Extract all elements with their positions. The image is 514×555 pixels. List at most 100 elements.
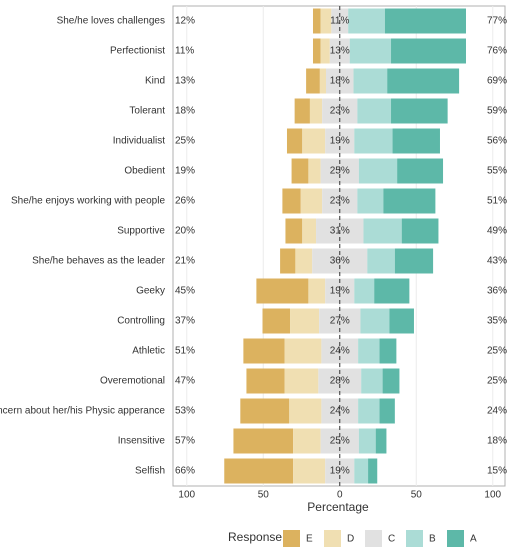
bar-segment: [379, 398, 395, 424]
category-label: Tolerant: [129, 106, 165, 117]
bar-segment: [320, 8, 332, 34]
bar-segment: [243, 338, 285, 364]
center-label: 19%: [330, 286, 350, 297]
left-label: 37%: [175, 316, 195, 327]
center-label: 24%: [330, 406, 350, 417]
right-label: 24%: [487, 406, 507, 417]
bar-segment: [284, 368, 319, 394]
left-label: 13%: [175, 76, 195, 87]
right-label: 18%: [487, 436, 507, 447]
x-tick-label: 50: [258, 490, 270, 501]
legend-title: Response: [228, 530, 282, 544]
left-label: 26%: [175, 196, 195, 207]
bar-segment: [302, 218, 317, 244]
bar-segment: [348, 8, 385, 34]
bar-segment: [294, 98, 310, 124]
bar-segment: [357, 188, 384, 214]
center-label: 18%: [330, 76, 350, 87]
right-label: 25%: [487, 346, 507, 357]
bar-segment: [367, 248, 395, 274]
right-label: 43%: [487, 256, 507, 267]
bar-segment: [394, 248, 434, 274]
bar-segment: [262, 308, 291, 334]
left-label: 12%: [175, 16, 195, 27]
category-label: She/he enjoys working with people: [11, 196, 165, 207]
right-label: 59%: [487, 106, 507, 117]
right-label: 15%: [487, 466, 507, 477]
category-label: Concern about her/his Physic apperance: [0, 406, 165, 417]
bar-segment: [354, 278, 375, 304]
category-label: Geeky: [136, 286, 165, 297]
bar-segment: [246, 368, 285, 394]
right-label: 35%: [487, 316, 507, 327]
left-label: 19%: [175, 166, 195, 177]
bar-segment: [285, 218, 303, 244]
bar-segment: [391, 98, 448, 124]
bar-segment: [391, 38, 466, 64]
bar-segment: [280, 248, 296, 274]
bar-segment: [354, 128, 393, 154]
bar-segment: [389, 308, 414, 334]
left-label: 45%: [175, 286, 195, 297]
bar-segment: [308, 158, 321, 184]
bar-segment: [295, 248, 313, 274]
x-tick-label: 100: [484, 490, 501, 501]
left-label: 53%: [175, 406, 195, 417]
category-label: Insensitive: [118, 436, 166, 447]
center-label: 23%: [330, 196, 350, 207]
left-label: 21%: [175, 256, 195, 267]
right-label: 56%: [487, 136, 507, 147]
bar-segment: [312, 8, 321, 34]
bar-segment: [302, 128, 326, 154]
category-label: Kind: [145, 76, 165, 87]
category-label: Obedient: [124, 166, 165, 177]
legend-label: A: [470, 534, 477, 545]
category-label: Overemotional: [100, 376, 165, 387]
bar-segment: [375, 428, 387, 454]
bar-segment: [312, 38, 321, 64]
center-label: 28%: [330, 376, 350, 387]
bar-segment: [290, 308, 320, 334]
x-tick-label: 100: [178, 490, 195, 501]
left-label: 25%: [175, 136, 195, 147]
bar-segment: [284, 338, 322, 364]
bar-segment: [309, 98, 323, 124]
center-label: 25%: [330, 166, 350, 177]
legend-swatch: [447, 530, 464, 547]
bar-segment: [256, 278, 309, 304]
category-label: Athletic: [132, 346, 165, 357]
bar-segment: [392, 128, 440, 154]
bar-segment: [293, 458, 326, 484]
left-label: 11%: [175, 46, 194, 57]
bar-segment: [357, 98, 392, 124]
legend-swatch: [324, 530, 341, 547]
bar-segment: [358, 158, 398, 184]
bar-segment: [363, 218, 402, 244]
left-label: 57%: [175, 436, 195, 447]
legend-label: D: [347, 534, 354, 545]
right-label: 51%: [487, 196, 507, 207]
bar-segment: [293, 428, 321, 454]
category-label: Individualist: [113, 136, 165, 147]
bar-segment: [382, 368, 400, 394]
bar-segment: [319, 68, 326, 94]
category-label: Supportive: [117, 226, 165, 237]
left-label: 66%: [175, 466, 195, 477]
bar-segment: [224, 458, 294, 484]
category-label: Perfectionist: [110, 46, 165, 57]
legend-label: E: [306, 534, 313, 545]
right-label: 69%: [487, 76, 507, 87]
bar-segment: [401, 218, 439, 244]
x-tick-label: 50: [411, 490, 423, 501]
category-label: She/he loves challenges: [57, 16, 165, 27]
bar-segment: [368, 458, 378, 484]
bar-segment: [353, 68, 388, 94]
legend-swatch: [365, 530, 382, 547]
bar-segment: [289, 398, 322, 424]
bar-segment: [358, 428, 376, 454]
left-label: 47%: [175, 376, 195, 387]
bar-segment: [397, 158, 444, 184]
panel: [172, 5, 506, 487]
bar-segment: [308, 278, 326, 304]
